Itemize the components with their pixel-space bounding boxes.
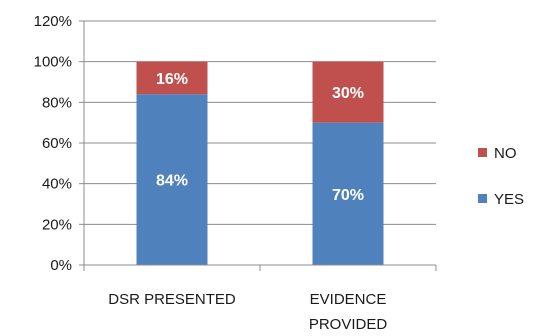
legend-swatch-no: [478, 148, 487, 157]
data-label-no-2: 30%: [332, 85, 364, 102]
legend-label-no: NO: [494, 145, 517, 162]
x-axis-categories: DSR PRESENTED EVIDENCE PROVIDED: [108, 291, 387, 333]
y-axis-ticks: 0% 20% 40% 60% 80% 100% 120%: [34, 13, 84, 274]
bar-no-2: [312, 61, 384, 123]
bar-no-1: [136, 61, 208, 95]
y-tick-label: 0%: [50, 257, 72, 274]
bar-yes-2: [312, 122, 384, 266]
y-tick-label: 100%: [34, 54, 72, 71]
x-category-label: DSR PRESENTED: [108, 291, 236, 308]
legend: NO YES: [478, 145, 524, 208]
y-tick-label: 60%: [42, 135, 72, 152]
legend-label-yes: YES: [494, 191, 524, 208]
y-tick-label: 40%: [42, 176, 72, 193]
y-tick-label: 120%: [34, 13, 72, 30]
data-label-yes-1: 84%: [156, 173, 188, 190]
x-category-label: EVIDENCE: [310, 291, 387, 308]
y-tick-label: 80%: [42, 94, 72, 111]
x-category-label: PROVIDED: [309, 316, 388, 333]
y-tick-label: 20%: [42, 216, 72, 233]
data-label-yes-2: 70%: [332, 187, 364, 204]
bar-yes-1: [136, 94, 208, 265]
data-label-no-1: 16%: [156, 71, 188, 88]
bars: 84% 16% 70% 30%: [136, 61, 384, 266]
legend-swatch-yes: [478, 194, 487, 203]
